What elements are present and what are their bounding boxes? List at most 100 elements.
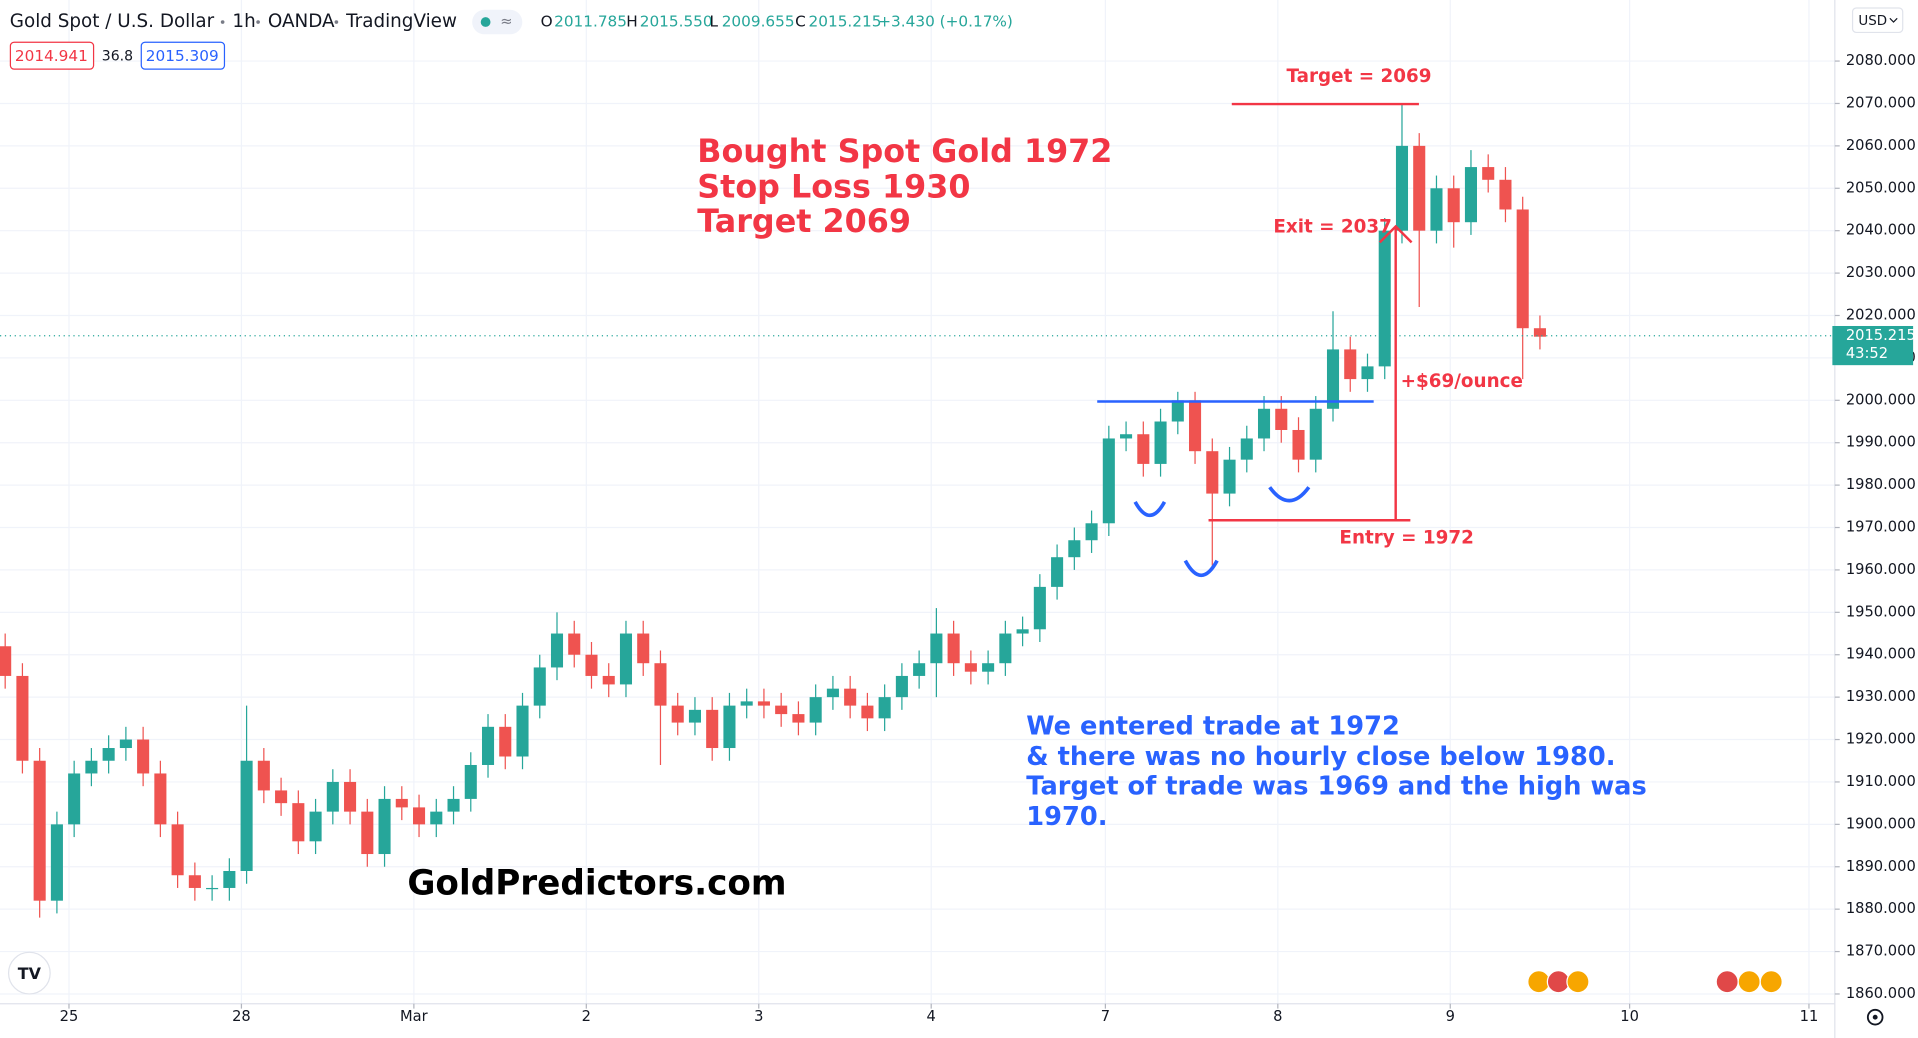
candle-body [0, 646, 12, 676]
candle-body [637, 633, 650, 664]
y-tick-label: 2030.000 [1846, 264, 1916, 281]
o-label: O [541, 13, 553, 31]
x-tick-label: 25 [60, 1008, 79, 1025]
candle-body [550, 633, 564, 668]
candle-body [188, 875, 201, 888]
candle-body [292, 803, 305, 842]
bid: 2014.941 [15, 47, 88, 65]
candle-body [878, 697, 891, 719]
candle-body [240, 760, 253, 871]
event-icons[interactable] [1527, 970, 1783, 994]
y-tick-label: 1950.000 [1846, 603, 1916, 620]
gain-label: +$69/ounce [1401, 371, 1523, 392]
y-tick-label: 1990.000 [1846, 434, 1916, 451]
status-dot [480, 17, 491, 27]
c-value: 2015.215 [809, 13, 882, 31]
candle-body [999, 633, 1012, 664]
note-text: 1970. [1026, 802, 1107, 832]
x-tick-label: 28 [232, 1008, 251, 1025]
x-tick-label: 7 [1101, 1008, 1110, 1025]
l-value: 2009.655 [722, 13, 795, 31]
candle-body [809, 697, 822, 723]
bid-box[interactable] [9, 41, 95, 70]
candle-body [16, 675, 29, 761]
candle-body [1395, 145, 1409, 231]
x-tick-label: Mar [400, 1008, 429, 1025]
candle-body [361, 811, 374, 855]
brand: GoldPredictors.com [407, 863, 786, 903]
separator [220, 20, 225, 24]
spread: 36.8 [102, 48, 133, 64]
candle-body [257, 760, 270, 791]
candle-body [895, 675, 908, 698]
symbol: Gold Spot / U.S. Dollar [10, 11, 215, 32]
candle-body [1533, 328, 1546, 337]
candle-body [171, 824, 184, 876]
c-label: C [795, 13, 806, 31]
x-tick-label: 10 [1620, 1008, 1639, 1025]
candle-body [1413, 145, 1426, 231]
candle-body [930, 633, 943, 664]
x-tick-label: 3 [754, 1008, 763, 1025]
note-text: Target of trade was 1969 and the high wa… [1026, 772, 1647, 802]
y-tick-label: 1920.000 [1846, 731, 1916, 748]
candle-body [430, 811, 443, 825]
countdown: 43:52 [1846, 345, 1888, 362]
y-tick-label: 1980.000 [1846, 476, 1916, 493]
x-tick-label: 11 [1800, 1008, 1819, 1025]
candle-body [1447, 188, 1460, 223]
ask-box[interactable] [140, 41, 226, 70]
currency-button[interactable] [1851, 7, 1904, 34]
exchange: OANDA [268, 11, 335, 32]
head-arc [1183, 559, 1219, 578]
candle-body [602, 675, 615, 685]
last-price: 2015.215 [1846, 327, 1916, 344]
y-tick-label: 2050.000 [1846, 179, 1916, 196]
candle-body [481, 726, 495, 765]
source: TradingView [345, 11, 457, 32]
candles [0, 103, 1546, 918]
candle-body [50, 824, 63, 901]
x-tick-label: 9 [1446, 1008, 1455, 1025]
candle-body [619, 633, 633, 685]
candle-body [1464, 167, 1477, 223]
tv-logo[interactable] [7, 951, 51, 995]
candle-body [1085, 523, 1098, 541]
candle-body [1240, 438, 1253, 460]
candle-body [1275, 408, 1288, 430]
candle-body [378, 798, 391, 855]
candle-body [206, 887, 219, 890]
status-pill[interactable] [472, 9, 523, 35]
y-tick-label: 1860.000 [1846, 985, 1916, 1002]
candle-body [1482, 167, 1495, 180]
candle-body [947, 633, 960, 664]
candle-body [344, 781, 357, 812]
y-tick-label: 1870.000 [1846, 943, 1916, 960]
last-price-box [1832, 325, 1914, 366]
candle-body [413, 807, 426, 825]
candle-body [1326, 349, 1340, 409]
currency: USD [1858, 14, 1887, 29]
candle-body [688, 709, 701, 723]
candle-body [1292, 429, 1305, 460]
candle-body [1137, 434, 1150, 464]
settings-icon[interactable] [1866, 1008, 1884, 1026]
status-icon: ≈ [500, 13, 512, 30]
candle-body [1257, 408, 1271, 439]
candle-body [102, 748, 115, 761]
candle-body [1378, 230, 1391, 367]
separator [256, 20, 260, 24]
y-tick-label: 2020.000 [1846, 306, 1916, 323]
candle-body [275, 790, 288, 804]
candle-body [1033, 586, 1046, 630]
candle-body [1154, 421, 1167, 464]
candle-body [1016, 629, 1029, 634]
candle-body [119, 739, 132, 749]
candle-body [1344, 349, 1357, 380]
candle-body [757, 701, 770, 706]
candle-body [1051, 557, 1064, 587]
candle-body [585, 654, 598, 676]
candle-body [1430, 188, 1443, 231]
candle-body [1499, 179, 1512, 210]
